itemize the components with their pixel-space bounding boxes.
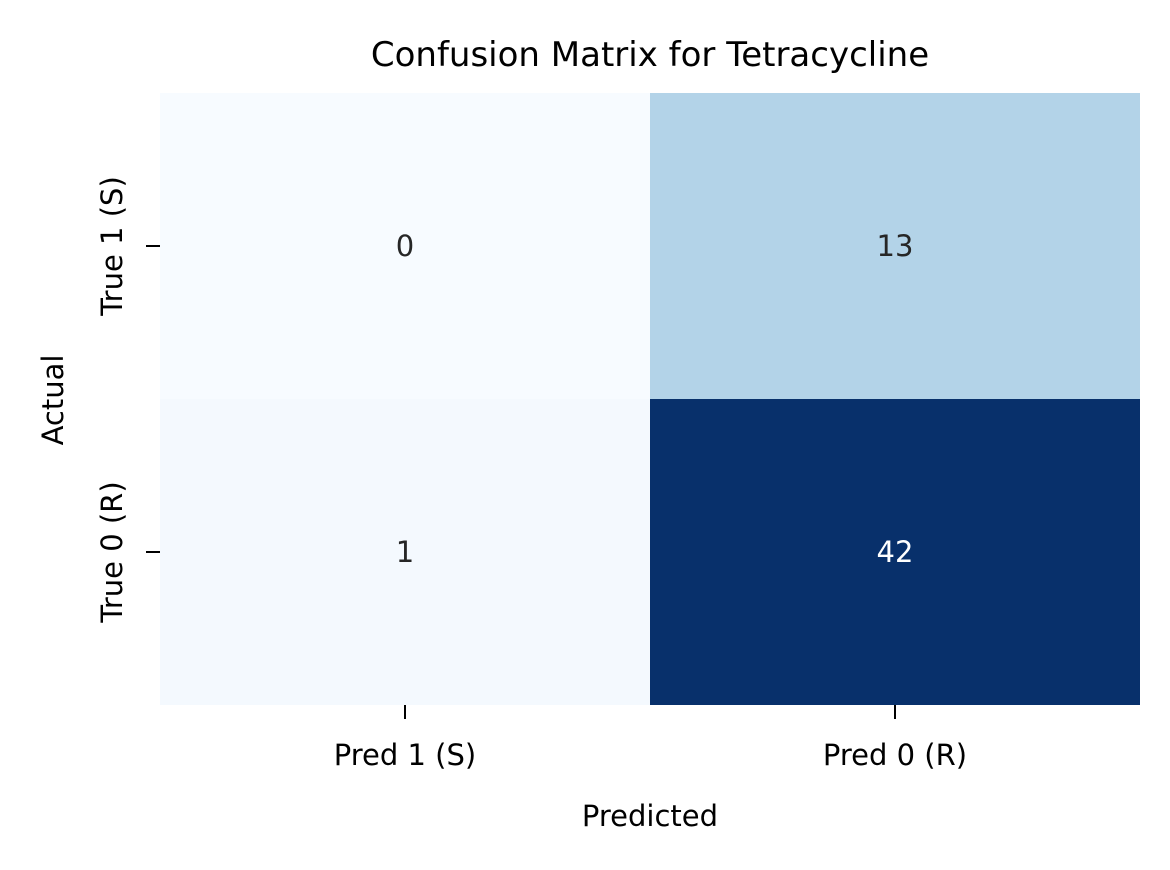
cell-value-label: 1 [396, 535, 414, 569]
cell-value-label: 13 [877, 229, 914, 263]
cell-value-label: 0 [396, 229, 414, 263]
y-tick-label: True 0 (R) [95, 481, 129, 623]
x-tick-label: Pred 1 (S) [334, 738, 476, 772]
chart-title: Confusion Matrix for Tetracycline [371, 35, 929, 75]
heatmap-cell-r1-c0 [160, 399, 650, 705]
x-tick-label: Pred 0 (R) [823, 738, 967, 772]
heatmap-cells: 0 13 1 42 [160, 93, 1140, 705]
y-axis-label: Actual [36, 355, 70, 446]
cell-value-label: 42 [877, 535, 914, 569]
y-tick-label: True 1 (S) [95, 176, 129, 317]
axis-ticks: Pred 1 (S) Pred 0 (R) True 1 (S) True 0 (R) [95, 176, 967, 772]
heatmap-cell-r0-c1 [650, 93, 1140, 399]
x-axis-label: Predicted [582, 799, 718, 833]
heatmap-cell-r0-c0 [160, 93, 650, 399]
heatmap-cell-r1-c1 [650, 399, 1140, 705]
